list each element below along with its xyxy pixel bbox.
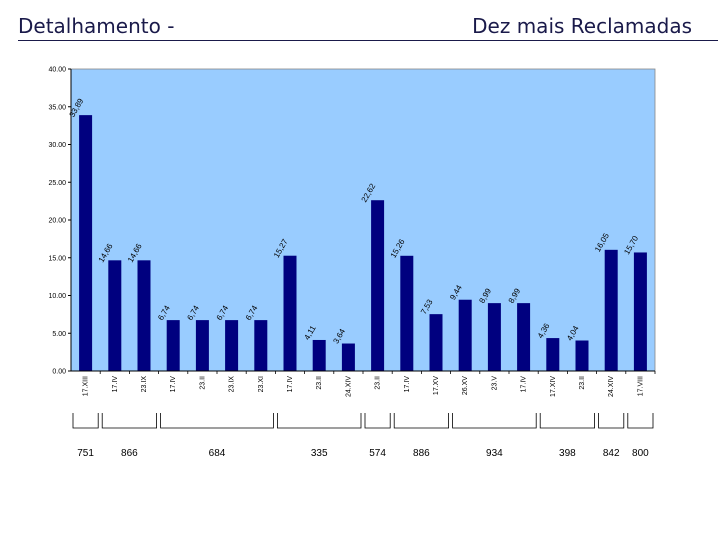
group-label: 934 <box>486 448 503 459</box>
group-label: 398 <box>559 448 576 459</box>
bar <box>371 200 385 371</box>
bar <box>429 314 443 371</box>
x-tick-label: 17.XIII <box>83 376 90 396</box>
group-bracket <box>364 413 391 429</box>
group-label: 574 <box>369 448 386 459</box>
y-tick-label: 30.00 <box>48 142 66 149</box>
y-tick-label: 15.00 <box>48 255 66 262</box>
page-title: Detalhamento - <box>18 14 175 38</box>
bar <box>166 320 180 371</box>
title-underline <box>18 40 718 41</box>
group-label: 866 <box>121 448 138 459</box>
group-label: 800 <box>632 448 649 459</box>
y-tick-label: 20.00 <box>48 218 66 225</box>
y-tick-label: 40.00 <box>48 67 66 74</box>
y-tick-label: 5.00 <box>52 331 66 338</box>
x-tick-label: 17.XIV <box>550 376 557 397</box>
group-bracket <box>598 413 625 429</box>
x-tick-label: 17.XV <box>433 376 440 395</box>
x-tick-label: 23.V <box>491 376 498 391</box>
x-tick-label: 26.XV <box>462 376 469 395</box>
bar <box>79 115 93 372</box>
group-bracket <box>160 413 274 429</box>
x-tick-label: 23.II <box>579 376 586 390</box>
x-tick-label: 17.IV <box>170 376 177 393</box>
bar <box>517 303 531 371</box>
group-bracket <box>452 413 537 429</box>
bar <box>137 260 151 371</box>
group-label: 886 <box>413 448 430 459</box>
y-tick-label: 25.00 <box>48 180 66 187</box>
y-tick-label: 0.00 <box>52 369 66 376</box>
y-tick-label: 10.00 <box>48 293 66 300</box>
bar <box>195 320 209 371</box>
y-tick-label: 35.00 <box>48 104 66 111</box>
x-tick-label: 23.IX <box>229 376 236 393</box>
x-tick-label: 24.XIV <box>345 376 352 397</box>
group-bracket <box>101 413 157 429</box>
bar <box>312 339 326 371</box>
group-brackets: 751 866 684 335 574 886 934 398 842 800 <box>72 413 654 459</box>
bar <box>487 303 501 371</box>
bar-series <box>79 115 647 372</box>
group-bracket <box>627 413 654 429</box>
group-bracket <box>393 413 449 429</box>
x-tick-label: 17.VIII <box>637 376 644 396</box>
group-bracket <box>72 413 99 429</box>
bar <box>400 255 414 371</box>
x-tick-label: 17.IV <box>287 376 294 393</box>
x-axis: 17.XIII 17.IV 23.IX 17.IV 23.II 23.IX 23.XI 17.… <box>71 370 656 397</box>
x-tick-label: 23.XI <box>258 376 265 392</box>
x-tick-label: 17.IV <box>112 376 119 393</box>
x-tick-label: 17.IV <box>404 376 411 393</box>
x-tick-label: 23.IX <box>141 376 148 393</box>
bar <box>575 340 589 371</box>
bar <box>108 260 122 371</box>
y-axis: 0.00 5.00 10.00 15.00 20.00 25.00 30.00 35.00 40… <box>48 67 72 376</box>
bar <box>458 299 472 371</box>
x-tick-label: 17.IV <box>521 376 528 393</box>
group-label: 335 <box>311 448 328 459</box>
bar <box>341 343 355 371</box>
group-bracket <box>277 413 362 429</box>
group-label: 842 <box>603 448 620 459</box>
group-bracket <box>539 413 595 429</box>
group-label: 684 <box>209 448 226 459</box>
bar <box>633 252 647 371</box>
plot-area <box>70 68 656 372</box>
bar <box>546 338 560 371</box>
bar <box>254 320 268 371</box>
bar <box>225 320 239 371</box>
bar <box>283 255 297 371</box>
x-tick-label: 23.II <box>375 376 382 390</box>
page-subtitle: Dez mais Reclamadas <box>472 14 692 38</box>
x-tick-label: 24.XIV <box>608 376 615 397</box>
bar <box>604 249 618 371</box>
group-label: 751 <box>77 448 94 459</box>
x-tick-label: 23.II <box>199 376 206 390</box>
x-tick-label: 23.II <box>316 376 323 390</box>
